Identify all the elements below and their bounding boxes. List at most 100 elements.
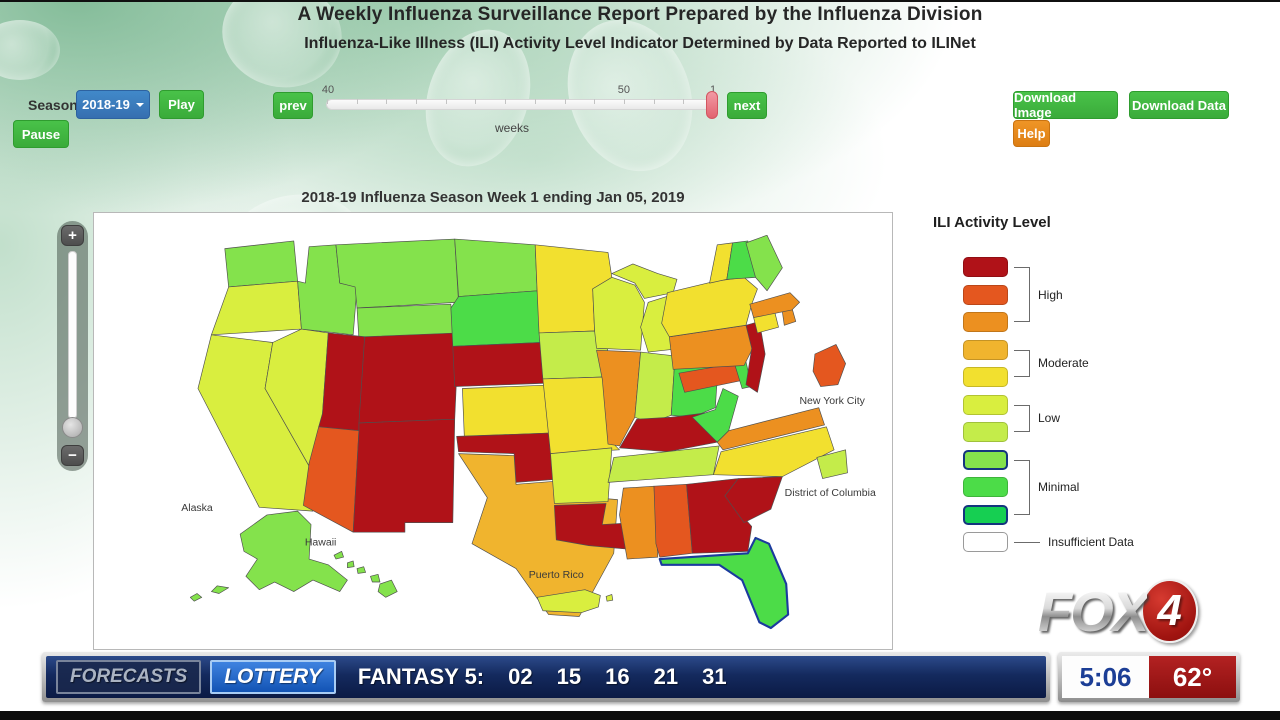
forecasts-tab: FORECASTS: [56, 660, 202, 694]
state-AL[interactable]: [653, 483, 693, 558]
state-OR[interactable]: [211, 280, 302, 336]
map-label-new-york-city: New York City: [799, 395, 865, 407]
next-week-button[interactable]: next: [727, 92, 767, 119]
report-title: A Weekly Influenza Surveillance Report P…: [297, 4, 983, 25]
state-HI[interactable]: [377, 579, 398, 598]
state-AZ[interactable]: [303, 426, 360, 533]
legend-swatch-level-2: [963, 477, 1008, 497]
legend-swatch-level-8: [963, 312, 1008, 332]
time-temp-bug: 5:06 62°: [1058, 652, 1240, 702]
lottery-number: 15: [556, 664, 582, 689]
map-label-puerto-rico: Puerto Rico: [529, 569, 584, 581]
legend-swatch-level-3: [963, 449, 1008, 470]
state-AK[interactable]: [211, 585, 229, 594]
state-MI[interactable]: [611, 263, 678, 299]
state-PR[interactable]: [536, 589, 601, 614]
state-DC[interactable]: [816, 449, 848, 479]
current-temperature: 62°: [1149, 656, 1236, 698]
state-WI[interactable]: [592, 277, 645, 351]
ticker-bar: FORECASTS LOTTERY FANTASY 5: 02 15 16 21 31: [46, 656, 1046, 698]
season-dropdown[interactable]: 2018-19: [76, 90, 150, 119]
download-image-button[interactable]: Download Image: [1013, 90, 1118, 120]
lottery-numbers: 02 15 16 21 31: [484, 664, 726, 690]
state-PR[interactable]: [605, 594, 614, 602]
us-choropleth-map[interactable]: Alaska Hawaii Puerto Rico New York City Dist…: [106, 235, 882, 633]
state-HI[interactable]: [356, 566, 366, 574]
legend-swatch-insufficient: [963, 532, 1008, 552]
legend-swatch-level-10: [963, 257, 1008, 277]
legend-swatch-level-4: [963, 422, 1008, 442]
prev-week-button[interactable]: prev: [273, 92, 313, 119]
fox-channel-circle: 4: [1141, 579, 1198, 643]
season-dropdown-value: 2018-19: [82, 97, 130, 112]
zoom-in-button[interactable]: +: [61, 225, 84, 246]
legend-title: ILI Activity Level: [933, 214, 1051, 231]
state-NJ[interactable]: [745, 321, 766, 393]
state-CO[interactable]: [358, 332, 459, 424]
lottery-game-label: FANTASY 5:: [357, 664, 485, 689]
legend-line: [1014, 542, 1040, 543]
state-IN[interactable]: [634, 351, 676, 424]
lottery-number: 21: [653, 664, 679, 689]
legend-swatch-level-7: [963, 339, 1008, 360]
plus-icon: +: [68, 227, 77, 244]
fox4-logo: FOX 4: [1038, 576, 1198, 646]
ili-activity-legend: ILI Activity Level High Moderate Low Minima…: [933, 214, 1163, 552]
lottery-number: 16: [605, 664, 630, 689]
legend-group-label: Minimal: [1038, 480, 1080, 494]
state-NC[interactable]: [713, 426, 835, 477]
legend-swatch-level-1: [963, 504, 1008, 525]
top-edge: [0, 0, 1280, 2]
state-HI[interactable]: [347, 560, 355, 568]
caret-down-icon: [135, 102, 144, 107]
lottery-number: 31: [702, 664, 727, 689]
state-HI[interactable]: [333, 551, 344, 560]
state-ME[interactable]: [745, 235, 783, 292]
season-label: Season:: [28, 97, 83, 113]
current-time: 5:06: [1062, 656, 1149, 698]
legend-group-label: High: [1038, 287, 1063, 302]
state-AK[interactable]: [189, 593, 203, 602]
legend-group-label: Moderate: [1038, 356, 1089, 371]
state-FL[interactable]: [658, 536, 790, 630]
letterbox-bar: [0, 711, 1280, 720]
zoom-slider-track[interactable]: [68, 251, 77, 419]
zoom-slider-thumb[interactable]: [62, 417, 83, 438]
legend-bracket: [1014, 349, 1030, 377]
zoom-out-button[interactable]: −: [61, 445, 84, 466]
state-AK[interactable]: [239, 510, 348, 592]
state-WV[interactable]: [691, 388, 739, 443]
legend-insufficient-label: Insufficient Data: [1048, 535, 1134, 549]
minus-icon: −: [68, 447, 77, 464]
fox-logo-text: FOX: [1038, 579, 1149, 643]
state-AR[interactable]: [550, 447, 613, 504]
state-MA[interactable]: [749, 292, 800, 318]
state-NM[interactable]: [352, 418, 456, 533]
week-slider[interactable]: 40 50 1: [322, 84, 718, 119]
legend-group-label: Low: [1038, 411, 1061, 426]
state-SC[interactable]: [724, 476, 783, 523]
report-subtitle: Influenza-Like Illness (ILI) Activity Le…: [304, 35, 976, 52]
slider-start-label: 40: [321, 84, 335, 96]
news-ticker: FORECASTS LOTTERY FANTASY 5: 02 15 16 21 31: [42, 652, 1050, 702]
state-NYC[interactable]: [812, 344, 846, 387]
slider-mid-label: 50: [617, 84, 630, 96]
state-TX[interactable]: [458, 453, 618, 617]
map-label-hawaii: Hawaii: [305, 537, 337, 549]
map-title: 2018-19 Influenza Season Week 1 ending J…: [301, 189, 685, 206]
state-ND[interactable]: [454, 238, 538, 297]
map-label-alaska: Alaska: [181, 502, 213, 514]
lottery-tab: LOTTERY: [210, 660, 336, 694]
help-button[interactable]: Help: [1013, 120, 1050, 147]
pause-button[interactable]: Pause: [13, 120, 69, 148]
state-HI[interactable]: [370, 574, 381, 583]
map-label-district-of-columbia: District of Columbia: [785, 487, 876, 499]
state-MS[interactable]: [619, 485, 659, 560]
state-WA[interactable]: [224, 240, 298, 288]
state-SD[interactable]: [450, 290, 542, 347]
state-NY[interactable]: [661, 277, 758, 338]
download-data-button[interactable]: Download Data: [1129, 91, 1229, 119]
week-slider-handle[interactable]: [706, 91, 718, 119]
play-button[interactable]: Play: [159, 90, 204, 119]
legend-swatch-level-5: [963, 394, 1008, 415]
